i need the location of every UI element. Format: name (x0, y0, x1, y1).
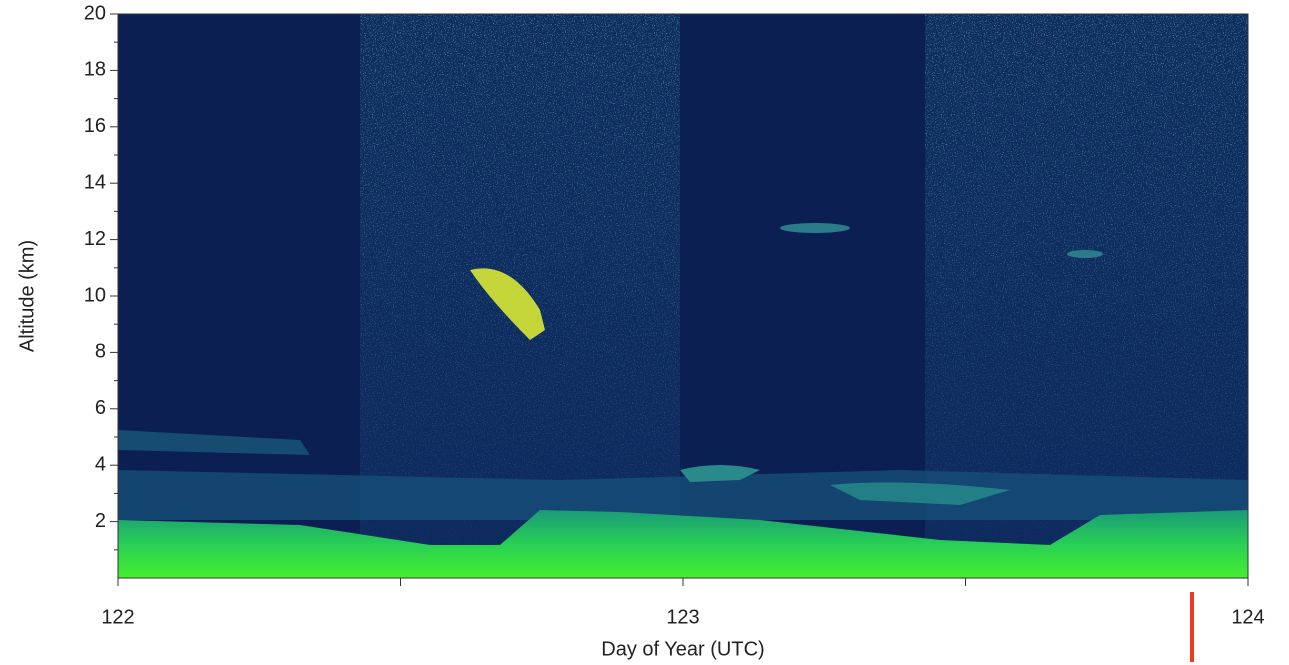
x-tick-label: 122 (101, 606, 134, 628)
y-tick-label: 12 (84, 228, 106, 250)
y-tick-label: 4 (95, 453, 106, 475)
y-tick-label: 20 (84, 2, 106, 24)
x-tick-label: 124 (1231, 606, 1264, 628)
y-tick-label: 2 (95, 510, 106, 532)
x-tick-label: 123 (666, 606, 699, 628)
y-tick-label: 14 (84, 171, 106, 193)
x-axis-title: Day of Year (UTC) (601, 638, 764, 660)
y-tick-label: 10 (84, 284, 106, 306)
y-tick-label: 18 (84, 59, 106, 81)
chart: Day of Year (UTC) Altitude (km) 12212312… (0, 0, 1289, 665)
heatmap-image (118, 14, 1248, 578)
y-tick-label: 16 (84, 115, 106, 137)
y-axis-title: Altitude (km) (16, 240, 38, 352)
y-tick-label: 6 (95, 397, 106, 419)
y-tick-label: 8 (95, 341, 106, 363)
